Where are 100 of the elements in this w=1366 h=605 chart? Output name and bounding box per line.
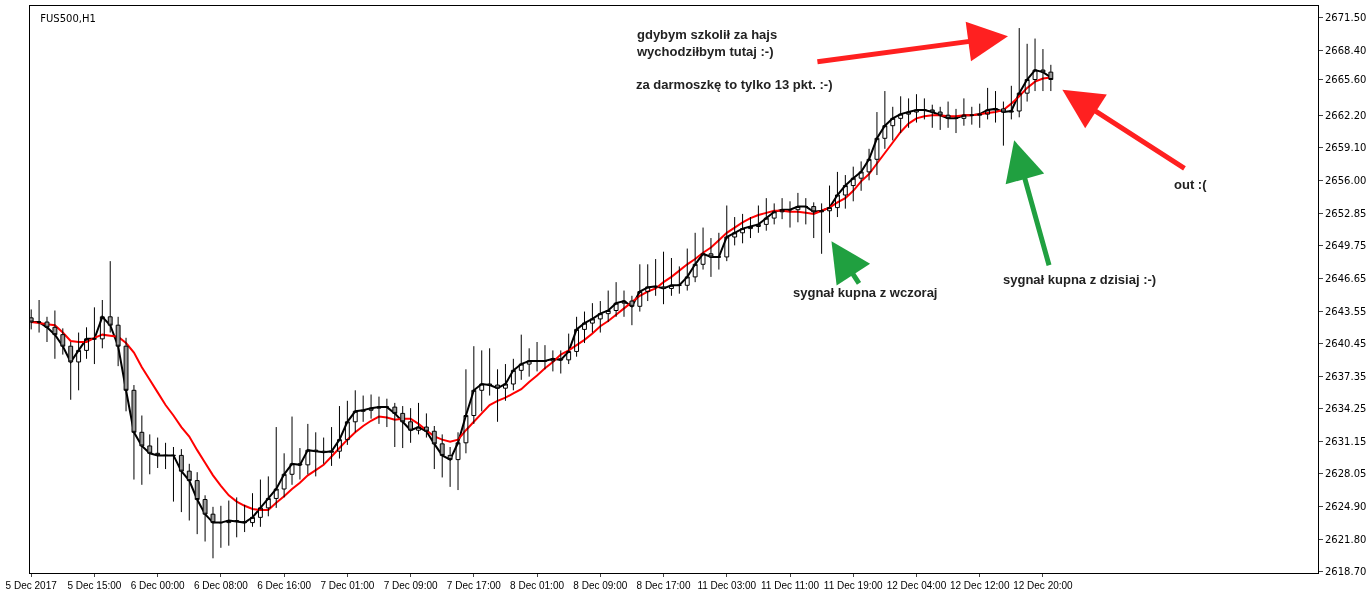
candlestick — [431, 425, 437, 470]
x-tick-label: 6 Dec 16:00 — [257, 580, 312, 591]
candlestick — [914, 93, 919, 124]
x-tick-label: 5 Dec 2017 — [5, 580, 58, 591]
candlestick — [842, 174, 848, 210]
y-tick-label: 2652.85 — [1325, 207, 1366, 219]
candlestick — [163, 442, 168, 470]
candlestick — [52, 310, 58, 360]
candlestick — [503, 363, 508, 402]
candlestick — [463, 368, 469, 454]
candlestick — [669, 257, 674, 297]
candlestick — [84, 326, 89, 360]
candlestick — [265, 475, 271, 517]
candlestick — [107, 260, 113, 334]
candlestick — [68, 341, 74, 401]
y-tick-label: 2643.55 — [1325, 305, 1366, 317]
candlestick — [479, 349, 485, 412]
candlestick — [566, 333, 572, 365]
candlestick — [313, 431, 319, 477]
y-tick-label: 2631.15 — [1325, 435, 1366, 447]
y-tick-label: 2671.50 — [1325, 12, 1366, 24]
annotation: za darmoszkę to tylko 13 pkt. :-) — [636, 77, 833, 92]
candlestick — [91, 306, 97, 365]
candlestick — [637, 263, 643, 313]
candlestick — [423, 412, 429, 439]
y-tick-label: 2628.05 — [1325, 468, 1366, 480]
x-tick-label: 11 Dec 03:00 — [697, 580, 757, 591]
candlestick — [937, 106, 943, 131]
candlestick — [155, 437, 161, 469]
y-tick-label: 2621.80 — [1325, 533, 1366, 545]
annotation: gdybym szkolił za hajs wychodziłbym tutaj :-) — [636, 27, 778, 59]
candlestick — [850, 166, 856, 202]
candlestick — [597, 300, 603, 334]
y-tick-label: 2659.10 — [1325, 142, 1366, 154]
candlestick — [819, 202, 825, 255]
candlestick — [795, 192, 801, 223]
candlestick — [147, 433, 153, 475]
candlestick — [613, 281, 619, 318]
candlestick — [321, 437, 327, 465]
candlestick — [178, 448, 184, 513]
candlestick — [297, 447, 303, 481]
candlestick — [724, 205, 730, 262]
x-tick-label: 7 Dec 17:00 — [446, 580, 502, 591]
text: FUS500,H1 — [40, 12, 96, 24]
candlestick — [186, 463, 192, 521]
candlestick — [115, 316, 121, 367]
candlestick — [171, 446, 176, 503]
candlestick — [977, 103, 983, 129]
candlestick — [329, 426, 334, 467]
candlestick — [676, 265, 682, 295]
candlestick — [969, 106, 975, 126]
candlestick — [858, 160, 864, 192]
candlestick — [139, 415, 145, 486]
candlestick — [993, 90, 998, 124]
x-tick-label: 7 Dec 01:00 — [320, 580, 375, 591]
candlestick — [518, 334, 524, 381]
candlestick — [131, 384, 137, 481]
candlestick — [60, 327, 66, 356]
candlestick — [921, 97, 927, 120]
x-tick-label: 6 Dec 00:00 — [130, 580, 186, 591]
candlestick — [890, 106, 896, 141]
candlestick — [834, 171, 840, 218]
annotation: sygnał kupna z dzisiaj :-) — [1003, 272, 1157, 287]
x-tick-label: 11 Dec 11:00 — [760, 580, 820, 591]
candlestick — [692, 232, 698, 283]
candlestick — [408, 407, 414, 444]
candlestick — [99, 299, 105, 349]
candlestick — [344, 400, 350, 446]
candlestick — [400, 405, 406, 449]
x-tick-label: 7 Dec 09:00 — [383, 580, 438, 591]
candlestick — [985, 87, 991, 120]
candlestick — [732, 216, 738, 246]
candlestick — [755, 205, 761, 234]
x-tick-label: 12 Dec 20:00 — [1013, 580, 1074, 591]
x-tick-label: 5 Dec 15:00 — [67, 580, 122, 591]
candlestick — [416, 402, 421, 435]
candlestick — [961, 97, 967, 127]
candlestick — [526, 347, 532, 378]
candlestick — [305, 423, 311, 475]
y-tick-label: 2665.60 — [1325, 74, 1366, 85]
candlestick — [439, 433, 445, 478]
x-tick-label: 12 Dec 12:00 — [949, 580, 1010, 591]
candlestick — [661, 251, 666, 305]
candlestick — [811, 201, 817, 239]
candlestick — [716, 232, 722, 271]
candlestick — [123, 337, 129, 412]
candlestick — [763, 197, 769, 232]
candlestick — [589, 302, 595, 334]
candlestick — [360, 395, 366, 423]
y-tick-label: 2637.35 — [1325, 370, 1366, 382]
y-tick-label: 2634.25 — [1325, 403, 1366, 415]
y-tick-label: 2656.00 — [1325, 174, 1366, 186]
candlestick — [471, 345, 477, 425]
candlestick — [740, 213, 746, 244]
candlestick — [281, 452, 287, 498]
candlestick — [574, 316, 580, 358]
candlestick — [684, 248, 690, 292]
candlestick — [827, 185, 832, 234]
y-tick-label: 2649.75 — [1325, 240, 1366, 252]
x-tick-label: 8 Dec 17:00 — [636, 580, 691, 591]
